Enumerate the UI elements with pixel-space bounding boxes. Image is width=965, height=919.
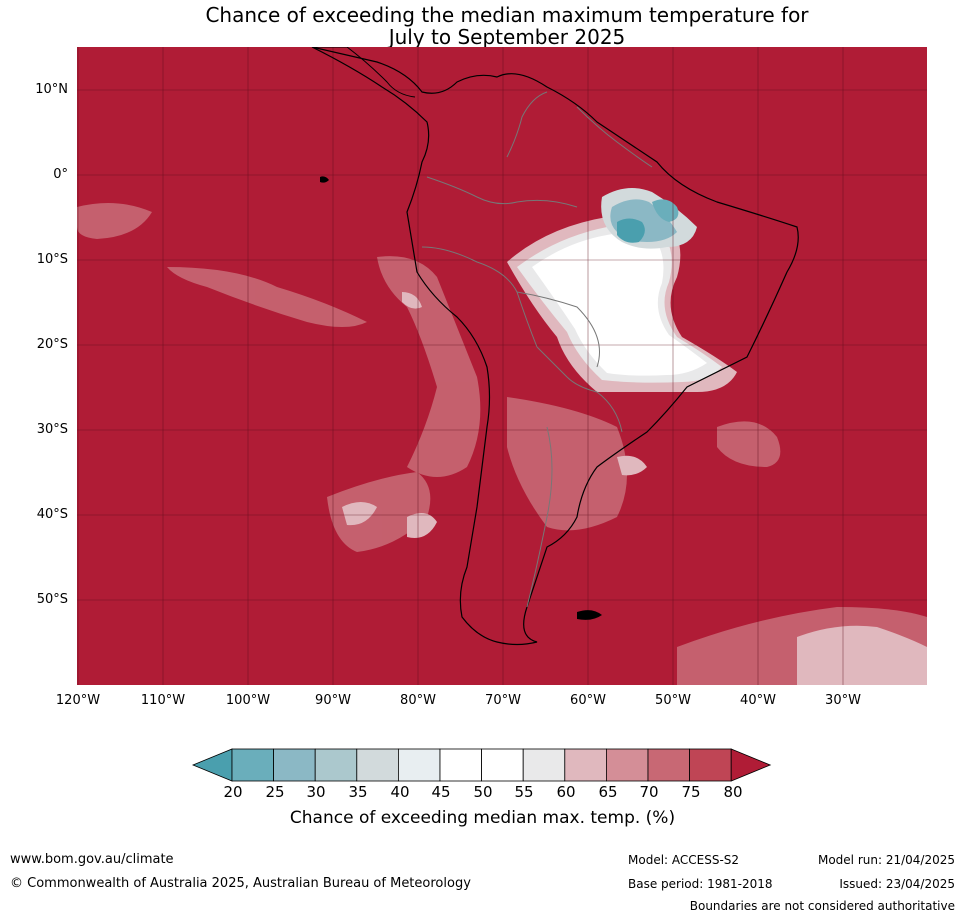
footer-copyright: © Commonwealth of Australia 2025, Austra… — [10, 876, 471, 891]
colorbar-segment — [481, 748, 524, 782]
central-america-coastline — [312, 46, 416, 98]
country-borders — [421, 91, 653, 608]
lat-tick: 50°S — [36, 592, 68, 607]
colorbar-low-arrow — [191, 748, 233, 782]
colorbar-label: 60 — [556, 783, 576, 801]
colorbar-label: 70 — [639, 783, 659, 801]
map-panel — [77, 46, 927, 685]
lon-tick: 40°W — [740, 693, 776, 708]
colorbar-label: 75 — [681, 783, 701, 801]
colorbar-label: 80 — [723, 783, 743, 801]
colorbar — [191, 748, 774, 786]
colorbar-segment — [231, 748, 274, 782]
colorbar-segment — [605, 748, 649, 782]
ocean-light-patches — [342, 292, 927, 685]
colorbar-segment — [273, 748, 316, 782]
colorbar-label: 40 — [390, 783, 410, 801]
lon-tick: 110°W — [140, 693, 186, 708]
lat-tick: 20°S — [36, 337, 68, 352]
footer-issued: Issued: 23/04/2025 — [839, 877, 955, 891]
footer-base-period: Base period: 1981-2018 — [628, 877, 773, 891]
footer-model-run: Model run: 21/04/2025 — [817, 853, 955, 867]
colorbar-segment — [314, 748, 358, 782]
colorbar-segment — [647, 748, 690, 782]
falklands — [577, 610, 602, 620]
lon-tick: 70°W — [485, 693, 521, 708]
lon-tick: 90°W — [315, 693, 351, 708]
colorbar-svg — [191, 748, 772, 782]
colorbar-high-arrow — [730, 748, 772, 782]
colorbar-label: 30 — [306, 783, 326, 801]
lat-tick: 0° — [53, 167, 68, 182]
graticule — [77, 47, 927, 685]
lon-tick: 100°W — [225, 693, 271, 708]
colorbar-title: Chance of exceeding median max. temp. (%… — [289, 808, 676, 828]
ocean-background — [77, 47, 927, 685]
chart-title: Chance of exceeding the median maximum t… — [0, 4, 965, 48]
colorbar-label: 25 — [265, 783, 285, 801]
lon-tick: 60°W — [570, 693, 606, 708]
lat-tick: 30°S — [36, 422, 68, 437]
colorbar-segment — [564, 748, 607, 782]
lat-tick: 40°S — [36, 507, 68, 522]
probability-map — [77, 46, 927, 685]
lat-tick: 10°S — [36, 252, 68, 267]
colorbar-segment — [397, 748, 441, 782]
colorbar-label: 35 — [348, 783, 368, 801]
lon-tick: 120°W — [55, 693, 101, 708]
lon-tick: 50°W — [655, 693, 691, 708]
title-line-2: July to September 2025 — [388, 25, 626, 49]
lon-tick: 80°W — [400, 693, 436, 708]
colorbar-label: 50 — [473, 783, 493, 801]
colorbar-segment — [356, 748, 399, 782]
galapagos — [320, 176, 329, 183]
lon-tick: 30°W — [825, 693, 861, 708]
colorbar-label: 65 — [598, 783, 618, 801]
lat-tick: 10°N — [35, 82, 68, 97]
south-america-coastline — [311, 46, 799, 646]
footer-boundaries: Boundaries are not considered authoritat… — [689, 899, 955, 913]
colorbar-segment — [439, 748, 482, 782]
footer-model: Model: ACCESS-S2 — [628, 853, 740, 867]
colorbar-label: 20 — [223, 783, 243, 801]
colorbar-segment — [522, 748, 566, 782]
footer-url[interactable]: www.bom.gov.au/climate — [10, 852, 174, 867]
colorbar-segment — [689, 748, 732, 782]
colorbar-label: 45 — [431, 783, 451, 801]
title-line-1: Chance of exceeding the median maximum t… — [205, 3, 809, 27]
colorbar-label: 55 — [514, 783, 534, 801]
